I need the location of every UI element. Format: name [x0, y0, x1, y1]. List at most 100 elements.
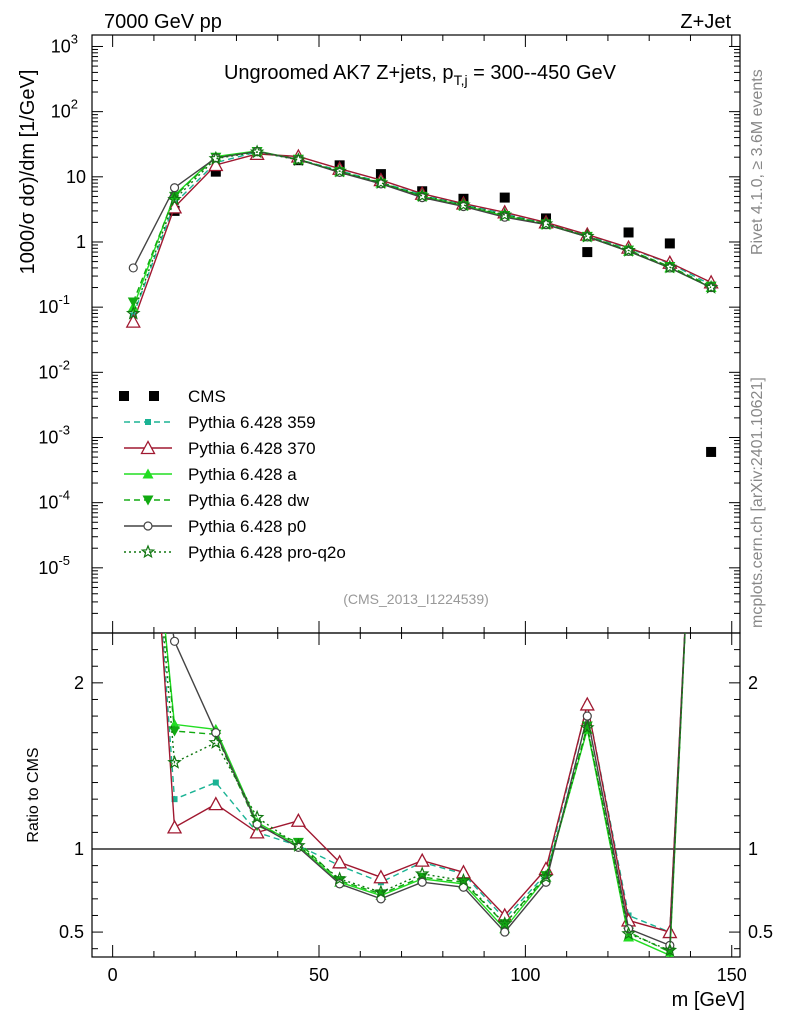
data-point-pq2o	[414, 188, 430, 203]
data-point-pq2o	[291, 152, 306, 167]
legend-entry-p370: Pythia 6.428 370	[124, 439, 316, 458]
ratio-y-tick-label: 0.5	[59, 922, 84, 942]
ratio-series-pq2o	[162, 633, 686, 957]
data-point-cms	[210, 166, 221, 177]
ratio-y-tick-label: 1	[74, 839, 84, 859]
ratio-point-pp0	[582, 711, 592, 721]
y-tick-base: 10	[38, 297, 58, 317]
data-point-pq2o	[456, 197, 471, 212]
ratio-point-pp0	[169, 636, 180, 646]
mcplots-label: mcplots.cern.ch [arXiv:2401.10621]	[749, 377, 766, 628]
ratio-line-pq2o	[162, 633, 686, 952]
ratio-line-p370	[160, 633, 686, 934]
data-point-pq2o	[621, 242, 636, 257]
ratio-y-tick-label: 0.5	[748, 922, 773, 942]
ratio-point-pq2o	[373, 884, 389, 899]
legend-label-pa: Pythia 6.428 a	[188, 465, 297, 484]
ratio-series-p359	[161, 633, 686, 936]
data-point-pdw	[127, 297, 139, 308]
ratio-point-pq2o	[456, 872, 471, 887]
data-point-pq2o	[208, 151, 224, 165]
y-tick-exp: 2	[71, 97, 78, 112]
ratio-point-pq2o	[538, 869, 554, 884]
y-tick-exp: -3	[58, 422, 70, 437]
legend-entry-pa: Pythia 6.428 a	[124, 465, 297, 484]
ratio-point-pq2o	[208, 735, 224, 749]
ratio-point-pq2o	[662, 942, 678, 957]
legend-label-p370: Pythia 6.428 370	[188, 439, 316, 458]
legend: CMS Pythia 6.428 359 Pythia 6.428 370 Pythi…	[119, 387, 346, 562]
ratio-point-pdw	[169, 726, 181, 737]
y-tick-base: 10	[38, 558, 58, 578]
data-point-cms	[706, 446, 717, 457]
ratio-series-pa	[164, 633, 686, 957]
ratio-point-pq2o	[580, 720, 595, 734]
data-point-pp0	[623, 246, 634, 256]
main-title-post: = 300--450 GeV	[468, 62, 617, 84]
ratio-point-pq2o	[167, 754, 182, 769]
legend-marker-p370	[140, 440, 156, 455]
ratio-point-pq2o	[414, 866, 430, 881]
ratio-frame	[91, 632, 741, 958]
data-point-pq2o	[167, 191, 182, 206]
y-tick-label: 10-4	[38, 488, 70, 513]
x-tick-label: 150	[717, 965, 747, 985]
data-point-pq2o	[538, 216, 554, 230]
legend-entry-p359: Pythia 6.428 359	[124, 413, 316, 432]
analysis-tag: (CMS_2013_I1224539)	[343, 591, 489, 607]
y-axis-label: 1000/σ dσ)/dm [1/GeV]	[17, 70, 39, 275]
ratio-point-p370	[166, 819, 183, 834]
ratio-point-p370	[290, 812, 306, 827]
legend-marker-p359	[145, 419, 151, 425]
data-point-pp0	[128, 263, 138, 273]
ratio-point-pq2o	[621, 926, 636, 940]
y-tick-label: 102	[51, 97, 78, 122]
y-tick-exp: -4	[58, 488, 70, 503]
legend-label-pp0: Pythia 6.428 p0	[188, 517, 306, 536]
main-title-pre: Ungroomed AK7 Z+jets, p	[224, 62, 454, 84]
y-tick-label: 10-3	[38, 422, 70, 447]
ratio-point-p370	[373, 869, 389, 884]
ratio-series-pp0	[169, 633, 686, 950]
data-point-pq2o	[497, 207, 513, 222]
data-point-pq2o	[332, 163, 347, 178]
ratio-y-tick-label: 2	[74, 673, 84, 693]
ratio-point-p370	[579, 696, 595, 711]
data-point-pq2o	[249, 144, 265, 159]
legend-marker-pp0	[143, 521, 153, 531]
x-axis-label: m [GeV]	[672, 989, 745, 1011]
legend-entry-pdw: Pythia 6.428 dw	[124, 491, 310, 510]
data-point-pq2o	[662, 259, 678, 274]
y-tick-label: 1	[76, 232, 86, 252]
y-tick-label: 10	[66, 167, 86, 187]
y-tick-exp: 3	[71, 31, 78, 46]
ratio-point-pq2o	[249, 809, 265, 824]
legend-label-cms: CMS	[188, 387, 226, 406]
y-tick-base: 10	[51, 36, 71, 56]
ratio-point-p370	[249, 824, 265, 839]
data-point-cms	[664, 238, 675, 249]
legend-label-p359: Pythia 6.428 359	[188, 413, 316, 432]
y-tick-base: 10	[38, 362, 58, 382]
ratio-y-tick-label: 1	[748, 839, 758, 859]
x-tick-label: 50	[309, 965, 329, 985]
ratio-series-pdw	[164, 633, 686, 957]
y-tick-base: 10	[38, 427, 58, 447]
ratio-point-p359	[171, 796, 178, 803]
y-tick-label: 10-2	[38, 357, 70, 382]
x-tick-label: 0	[108, 965, 118, 985]
y-tick-base: 10	[51, 102, 71, 122]
ratio-y-axis-label: Ratio to CMS	[25, 747, 42, 842]
ratio-point-p359	[212, 779, 219, 786]
ratio-point-pq2o	[291, 838, 306, 852]
ratio-point-pp0	[500, 927, 510, 937]
y-tick-exp: -2	[58, 357, 70, 372]
ratio-line-pa	[164, 633, 686, 957]
legend-label-pdw: Pythia 6.428 dw	[188, 491, 310, 510]
ratio-panel: 0 50 100 150 0.5 0.5 1 1 2 2	[59, 632, 773, 985]
legend-entry-cms: CMS	[119, 387, 226, 406]
data-point-p370	[208, 157, 224, 172]
ratio-point-p370	[414, 852, 430, 867]
